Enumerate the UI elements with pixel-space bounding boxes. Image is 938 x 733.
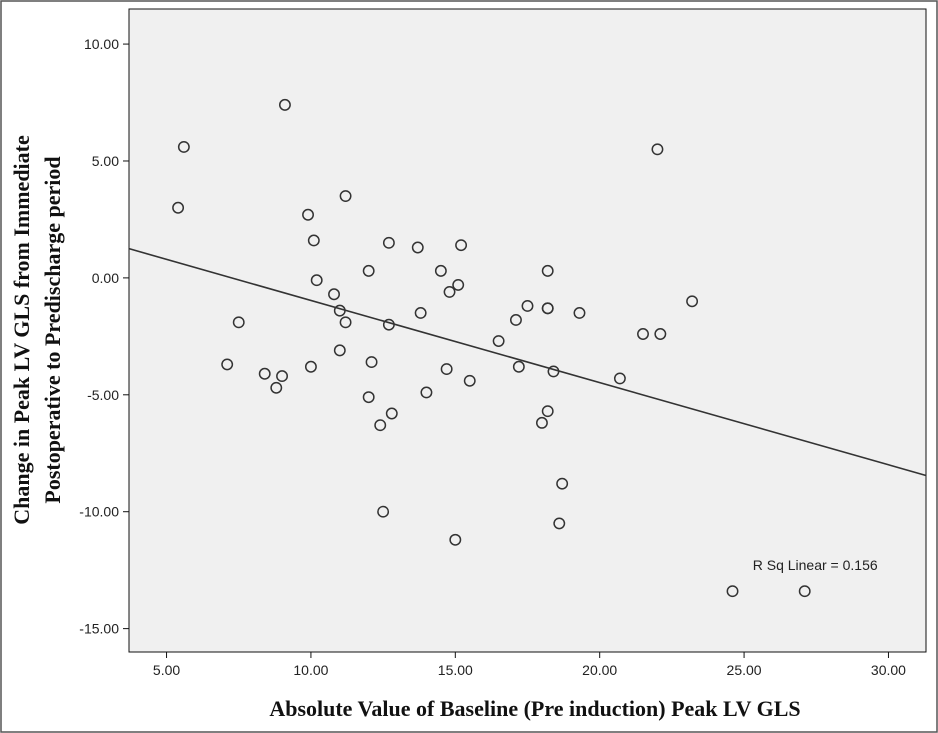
data-point bbox=[541, 405, 554, 418]
data-point bbox=[382, 236, 395, 249]
data-point bbox=[573, 307, 586, 319]
axis-ticks: 10.00 5.00 0.00 -5.00 -10.00 -15.00 5.00 10.00 1… bbox=[79, 36, 906, 678]
data-point bbox=[339, 190, 352, 203]
plot-area bbox=[128, 8, 927, 653]
data-point bbox=[221, 358, 234, 371]
x-tick-label: 15.00 bbox=[438, 662, 473, 678]
y-tick-label: -15.00 bbox=[79, 621, 119, 637]
data-point bbox=[651, 143, 664, 156]
data-point bbox=[556, 477, 569, 490]
data-point bbox=[414, 307, 427, 319]
data-point bbox=[270, 381, 283, 394]
y-axis-title-line-1: Change in Peak LV GLS from Immediate bbox=[9, 135, 34, 525]
data-point bbox=[385, 407, 398, 420]
data-point bbox=[276, 370, 288, 383]
data-point bbox=[365, 356, 378, 369]
y-tick-label: 5.00 bbox=[92, 153, 119, 169]
fit-line bbox=[128, 247, 927, 477]
data-point bbox=[509, 314, 522, 326]
y-tick-label: 0.00 bbox=[92, 270, 119, 286]
y-axis-title-line-2: Postoperative to Predischarge period bbox=[40, 156, 65, 503]
data-point bbox=[686, 295, 699, 308]
x-tick-label: 5.00 bbox=[153, 662, 180, 678]
data-point bbox=[333, 304, 346, 317]
data-point bbox=[420, 386, 433, 399]
y-tick-label: -5.00 bbox=[87, 387, 119, 403]
data-point bbox=[172, 201, 185, 214]
data-point bbox=[512, 360, 525, 373]
data-point bbox=[541, 264, 554, 277]
data-point bbox=[374, 419, 387, 432]
data-points bbox=[172, 98, 811, 598]
data-point bbox=[521, 299, 534, 312]
annotation-layer: R Sq Linear = 0.156 bbox=[753, 557, 878, 573]
data-point bbox=[232, 316, 245, 329]
y-tick-label: -10.00 bbox=[79, 504, 119, 520]
data-point bbox=[541, 302, 554, 315]
data-point bbox=[333, 344, 346, 357]
data-point bbox=[440, 363, 453, 376]
fit-line-layer bbox=[128, 247, 927, 477]
data-point bbox=[637, 328, 649, 340]
x-tick-label: 25.00 bbox=[727, 662, 762, 678]
r-squared-annotation: R Sq Linear = 0.156 bbox=[753, 557, 878, 573]
data-point bbox=[339, 316, 352, 329]
data-point bbox=[452, 278, 465, 291]
data-point bbox=[362, 264, 375, 277]
data-point bbox=[278, 98, 291, 111]
x-axis-title: Absolute Value of Baseline (Pre inductio… bbox=[269, 696, 800, 721]
data-point bbox=[455, 239, 468, 252]
data-point bbox=[382, 318, 395, 331]
data-point bbox=[553, 517, 566, 530]
data-point bbox=[492, 335, 505, 347]
data-point bbox=[304, 360, 317, 373]
data-point bbox=[328, 288, 340, 301]
y-tick-label: 10.00 bbox=[84, 36, 119, 52]
data-point bbox=[449, 533, 462, 546]
x-tick-label: 10.00 bbox=[293, 662, 328, 678]
data-point bbox=[362, 391, 375, 404]
data-point bbox=[654, 328, 667, 340]
x-tick-label: 20.00 bbox=[582, 662, 617, 678]
data-point bbox=[310, 274, 323, 287]
data-point bbox=[613, 372, 626, 385]
data-point bbox=[177, 141, 190, 153]
data-point bbox=[302, 208, 314, 221]
data-point bbox=[547, 365, 560, 378]
data-point bbox=[463, 374, 476, 387]
data-point bbox=[411, 241, 424, 254]
x-tick-label: 30.00 bbox=[871, 662, 906, 678]
data-point bbox=[307, 234, 320, 247]
data-point bbox=[377, 505, 390, 518]
data-point bbox=[726, 585, 739, 598]
data-point bbox=[258, 367, 271, 380]
data-point bbox=[798, 585, 811, 598]
data-point bbox=[535, 416, 548, 429]
data-point bbox=[434, 264, 447, 277]
data-point bbox=[443, 285, 456, 298]
